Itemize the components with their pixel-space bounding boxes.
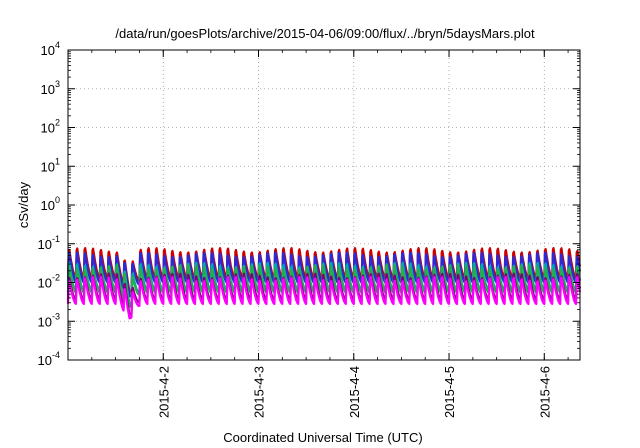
y-tick-label-exponent: 4 (55, 40, 60, 50)
x-tick-label: 2015-4-6 (537, 366, 552, 418)
x-tick-label: 2015-4-5 (442, 366, 457, 418)
y-tick-label-exponent: -2 (52, 273, 60, 283)
y-tick-label-base: 10 (41, 121, 55, 136)
y-tick-label: 10-3 (38, 311, 60, 329)
y-tick-label-exponent: 3 (55, 79, 60, 89)
series-line (66, 264, 582, 308)
y-tick-label-base: 10 (41, 82, 55, 97)
series-line (66, 275, 582, 320)
y-tick-label-base: 10 (41, 198, 55, 213)
y-tick-label-exponent: 1 (55, 156, 60, 166)
x-tick-labels: 2015-4-2 2015-4-3 2015-4-4 2015-4-5 2015-4-6 (156, 366, 552, 418)
grid (68, 50, 580, 360)
plot-series (66, 247, 582, 320)
y-tick-label-exponent: -3 (52, 311, 60, 321)
series-line (66, 251, 582, 298)
y-tick-label: 102 (41, 118, 60, 136)
x-axis-label: Coordinated Universal Time (UTC) (223, 430, 422, 445)
x-tick-label: 2015-4-2 (156, 366, 171, 418)
y-tick-label: 103 (41, 79, 60, 97)
y-tick-label: 10-4 (38, 350, 60, 368)
y-tick-label-base: 10 (38, 314, 52, 329)
y-tick-label-exponent: 0 (55, 195, 60, 205)
y-tick-label-base: 10 (41, 159, 55, 174)
y-tick-label-base: 10 (38, 237, 52, 252)
y-tick-label: 10-2 (38, 273, 60, 291)
y-tick-label: 104 (41, 40, 60, 58)
y-tick-label-base: 10 (41, 43, 55, 58)
chart-title: /data/run/goesPlots/archive/2015-04-06/0… (115, 26, 535, 41)
y-tick-label-exponent: 2 (55, 118, 60, 128)
x-tick-label: 2015-4-4 (347, 366, 362, 418)
y-tick-label: 101 (41, 156, 60, 174)
y-axis-label: cSv/day (16, 181, 31, 228)
y-tick-label: 100 (41, 195, 60, 213)
y-tick-label-base: 10 (38, 276, 52, 291)
y-tick-label-base: 10 (38, 353, 52, 368)
axis-ticks (67, 49, 580, 361)
x-tick-label: 2015-4-3 (252, 366, 267, 418)
y-tick-label-exponent: -1 (52, 234, 60, 244)
y-tick-label-exponent: -4 (52, 350, 60, 360)
y-tick-label: 10-1 (38, 234, 60, 252)
